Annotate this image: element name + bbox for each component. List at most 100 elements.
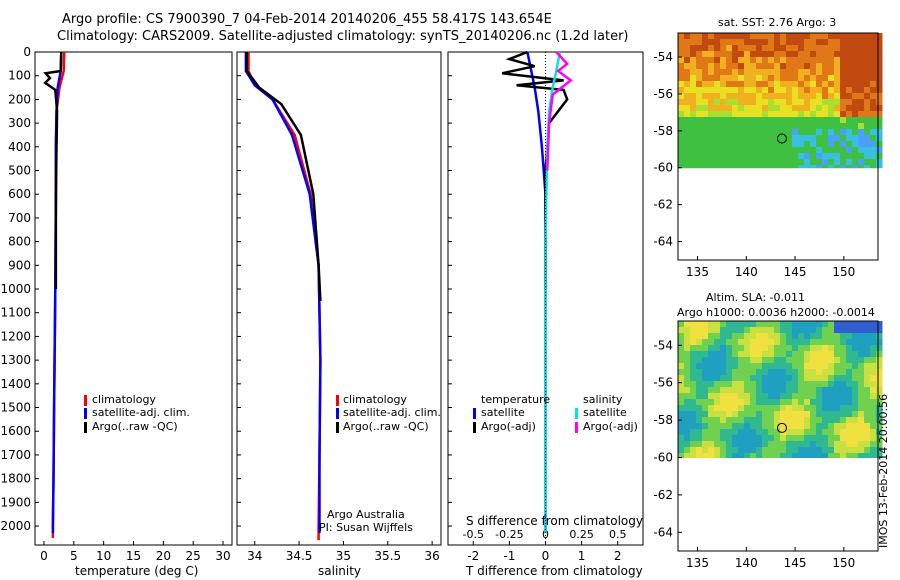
map-cell [834, 435, 841, 442]
map-cell [684, 75, 691, 82]
map-cell [858, 51, 865, 58]
map-cell [804, 333, 811, 340]
map-cell [690, 45, 697, 52]
map-cell [816, 105, 823, 112]
map-cell [702, 363, 709, 370]
map-cell [714, 351, 721, 358]
map-cell [828, 387, 835, 394]
map-cell [708, 363, 715, 370]
map-cell [822, 357, 829, 364]
map-cell [708, 375, 715, 382]
map-cell [720, 63, 727, 70]
map-cell [852, 99, 859, 106]
map-cell [714, 363, 721, 370]
map-cell [780, 435, 787, 442]
map-cell [828, 405, 835, 412]
map-cell [684, 381, 691, 388]
map-cell [762, 45, 769, 52]
map-cell [702, 453, 709, 459]
map-cell [756, 429, 763, 436]
map-cell [864, 453, 871, 459]
map-cell [744, 399, 751, 406]
map-cell [684, 357, 691, 364]
map-cell [786, 405, 793, 412]
map-cell [732, 327, 739, 334]
map-cell [870, 63, 877, 70]
map-cell [810, 345, 817, 352]
map-cell [834, 45, 841, 52]
map-cell [846, 117, 853, 124]
map-cell [732, 417, 739, 424]
map-cell [852, 159, 859, 166]
map-cell [834, 405, 841, 412]
map-cell [852, 33, 859, 40]
map-cell [810, 75, 817, 82]
map-cell [834, 153, 841, 160]
map-cell [768, 153, 775, 160]
map-cell [756, 135, 763, 142]
map-cell [786, 147, 793, 154]
map-cell [744, 333, 751, 340]
map-cell [732, 333, 739, 340]
map-cell [750, 159, 757, 166]
map-cell [792, 327, 799, 334]
map-cell [840, 123, 847, 130]
map-cell [834, 375, 841, 382]
map-cell [756, 405, 763, 412]
map-cell [744, 327, 751, 334]
map-cell [852, 375, 859, 382]
map-cell [858, 453, 865, 459]
map-cell [816, 147, 823, 154]
map-cell [732, 393, 739, 400]
map-cell [804, 165, 811, 169]
map-cell [720, 81, 727, 88]
legend-item-climatology: climatology [92, 393, 156, 406]
map-cell [840, 141, 847, 148]
map-cell [684, 423, 691, 430]
map-cell [726, 117, 733, 124]
map-cell [696, 381, 703, 388]
map-cell [780, 333, 787, 340]
map-cell [696, 111, 703, 118]
map-cell [768, 357, 775, 364]
map-cell [762, 123, 769, 130]
map-cell [876, 111, 883, 118]
map-cell [876, 99, 883, 106]
map-cell [786, 435, 793, 442]
map-cell [798, 135, 805, 142]
map-cell [714, 45, 721, 52]
map-cell [876, 159, 883, 166]
map-cell [834, 81, 841, 88]
map-cell [834, 447, 841, 454]
map-cell [828, 165, 835, 169]
map-cell [822, 111, 829, 118]
map-cell [864, 321, 871, 328]
map-cell [810, 57, 817, 64]
map-cell [804, 99, 811, 106]
map-cell [690, 93, 697, 100]
map-cell [798, 387, 805, 394]
map-cell [684, 435, 691, 442]
map-cell [696, 117, 703, 124]
map-cell [690, 75, 697, 82]
map-cell [864, 411, 871, 418]
map-cell [702, 405, 709, 412]
map-cell [846, 375, 853, 382]
map-cell [870, 141, 877, 148]
map-cell [714, 75, 721, 82]
map-cell [768, 441, 775, 448]
map-cell [720, 39, 727, 46]
map-cell [720, 69, 727, 76]
map-cell [816, 381, 823, 388]
map-cell [846, 63, 853, 70]
y-tick-label: -58 [653, 124, 673, 138]
map-cell [816, 435, 823, 442]
map-cell [864, 153, 871, 160]
map-cell [876, 363, 883, 370]
temperature-xlabel: temperature (deg C) [75, 564, 199, 578]
map-cell [750, 51, 757, 58]
map-cell [816, 339, 823, 346]
map-cell [810, 105, 817, 112]
map-cell [870, 57, 877, 64]
map-cell [864, 57, 871, 64]
